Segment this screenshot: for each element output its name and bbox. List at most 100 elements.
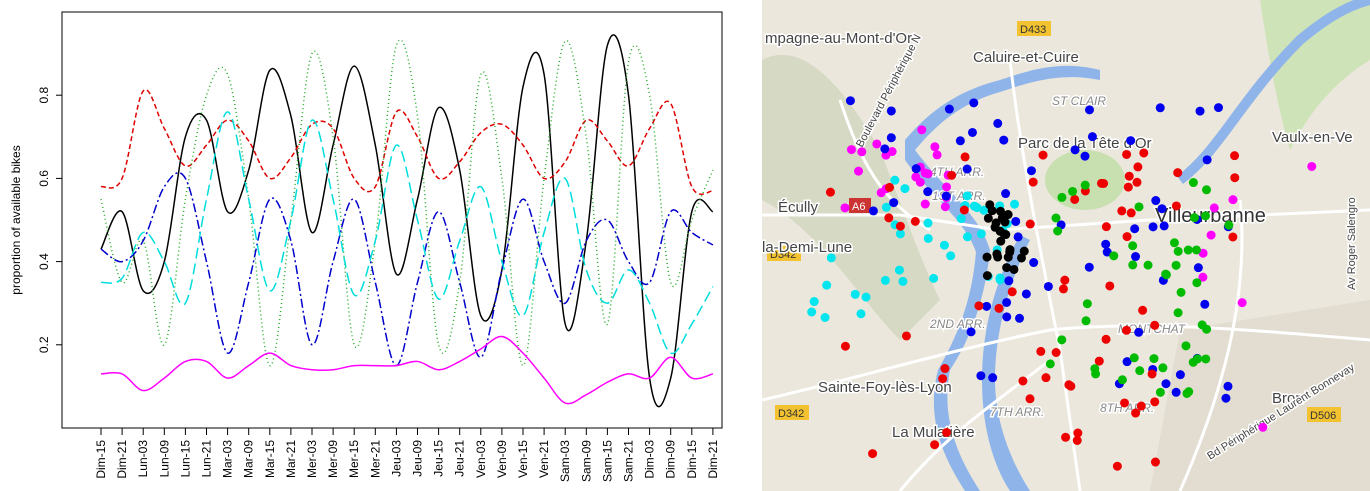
station-dot xyxy=(1128,260,1137,269)
station-dot xyxy=(1172,201,1181,210)
station-dot xyxy=(1134,328,1143,337)
series-line xyxy=(101,35,713,407)
station-dot xyxy=(1194,263,1203,272)
station-dot xyxy=(1051,213,1060,222)
x-tick-label: Mer-03 xyxy=(305,440,319,478)
station-dot xyxy=(1173,168,1182,177)
station-dot xyxy=(1015,314,1024,323)
station-dot xyxy=(963,165,972,174)
x-tick-label: Ven-15 xyxy=(516,440,530,478)
station-dot xyxy=(1122,150,1131,159)
station-dot xyxy=(1137,402,1146,411)
x-tick-label: Dim-15 xyxy=(685,440,699,479)
station-dot xyxy=(900,184,909,193)
station-dot xyxy=(911,217,920,226)
x-tick-label: Lun-03 xyxy=(136,440,150,478)
station-dot xyxy=(1192,245,1201,254)
station-dot xyxy=(957,214,966,223)
station-dot xyxy=(887,133,896,142)
map: mpagne-au-Mont-d'OrCaluire-et-CuireD433S… xyxy=(762,0,1370,491)
station-dot xyxy=(1130,353,1139,362)
station-dot xyxy=(1184,246,1193,255)
station-dot xyxy=(984,214,993,223)
station-dot xyxy=(1122,326,1131,335)
station-dot xyxy=(1189,358,1198,367)
x-tick-label: Mer-09 xyxy=(326,440,340,478)
x-tick-label: Lun-09 xyxy=(157,440,171,478)
place-label: Av Roger Salengro xyxy=(1346,197,1358,290)
station-dot xyxy=(1151,196,1160,205)
station-dot xyxy=(1026,220,1035,229)
x-tick-label: Dim-21 xyxy=(115,440,129,479)
station-dot xyxy=(940,364,949,373)
station-dot xyxy=(1160,221,1169,230)
x-tick-label: Mar-15 xyxy=(263,440,277,478)
station-dot xyxy=(1190,213,1199,222)
station-dot xyxy=(889,198,898,207)
station-dot xyxy=(1170,238,1179,247)
station-dot xyxy=(1009,265,1018,274)
station-dot xyxy=(1224,221,1233,230)
station-dot xyxy=(1053,227,1062,236)
station-dot xyxy=(1150,397,1159,406)
station-dot xyxy=(896,222,905,231)
station-dot xyxy=(1120,398,1129,407)
station-dot xyxy=(868,449,877,458)
station-dot xyxy=(968,128,977,137)
x-tick-label: Mar-03 xyxy=(221,440,235,478)
station-dot xyxy=(1109,251,1118,260)
station-dot xyxy=(923,187,932,196)
station-dot xyxy=(890,176,899,185)
station-dot xyxy=(1117,206,1126,215)
y-tick-label: 0.4 xyxy=(37,253,51,270)
station-dot xyxy=(1139,148,1148,157)
y-tick-label: 0.2 xyxy=(37,336,51,353)
station-dot xyxy=(1113,462,1122,471)
station-dot xyxy=(1228,195,1237,204)
station-dot xyxy=(1052,348,1061,357)
x-tick-label: Dim-15 xyxy=(94,440,108,479)
station-dot xyxy=(956,136,965,145)
station-dot xyxy=(884,213,893,222)
station-dot xyxy=(1207,231,1216,240)
station-dot xyxy=(1011,217,1020,226)
station-dot xyxy=(946,251,955,260)
x-tick-label: Lun-21 xyxy=(200,440,214,478)
place-label: mpagne-au-Mont-d'Or xyxy=(765,30,912,47)
station-dot xyxy=(1135,366,1144,375)
station-dot xyxy=(1161,379,1170,388)
station-dot xyxy=(1189,178,1198,187)
x-tick-label: Sam-03 xyxy=(558,440,572,482)
line-chart: proportion of available bikes 0.20.40.60… xyxy=(9,12,722,482)
station-dot xyxy=(1057,193,1066,202)
station-dot xyxy=(869,206,878,215)
station-dot xyxy=(1036,347,1045,356)
station-dot xyxy=(1230,173,1239,182)
x-tick-label: Sam-15 xyxy=(600,440,614,482)
station-dot xyxy=(1046,359,1055,368)
station-dot xyxy=(983,253,992,262)
station-dot xyxy=(1177,288,1186,297)
station-dot xyxy=(970,202,979,211)
station-dot xyxy=(1196,107,1205,116)
station-dot xyxy=(1101,240,1110,249)
x-tick-label: Ven-09 xyxy=(495,440,509,478)
x-tick-label: Mar-21 xyxy=(284,440,298,478)
station-dot xyxy=(1123,232,1132,241)
station-dot xyxy=(1158,204,1167,213)
station-dot xyxy=(1044,282,1053,291)
station-dot xyxy=(880,144,889,153)
station-dot xyxy=(1064,380,1073,389)
station-dot xyxy=(1134,202,1143,211)
place-label: ST CLAIR xyxy=(1052,94,1106,108)
station-dot xyxy=(1080,152,1089,161)
station-dot xyxy=(1172,261,1181,270)
place-label: 2ND ARR. xyxy=(929,317,986,331)
station-dot xyxy=(1002,312,1011,321)
station-dot xyxy=(1070,195,1079,204)
place-label: D433 xyxy=(1020,24,1046,36)
station-dot xyxy=(1156,388,1165,397)
x-tick-label: Dim-03 xyxy=(643,440,657,479)
x-tick-label: Mar-09 xyxy=(242,440,256,478)
station-dot xyxy=(1181,341,1190,350)
